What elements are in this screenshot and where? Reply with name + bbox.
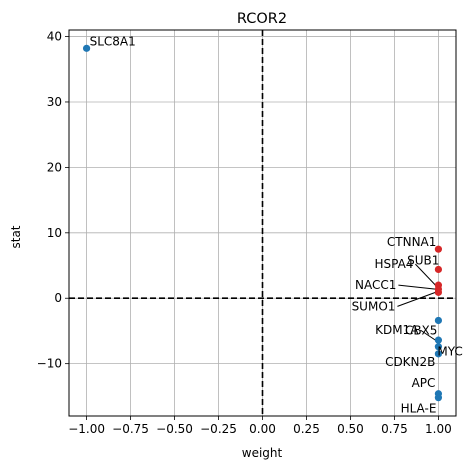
data-point-sumo1 [434, 288, 443, 296]
y-tick-label: 30 [47, 95, 62, 109]
leader-line-hspa4 [415, 263, 436, 286]
data-point-hla-e [434, 394, 443, 402]
data-point-cdkn2b [434, 350, 443, 358]
x-tick-label: 1.00 [425, 422, 452, 436]
point-label-kdm1a: KDM1A [375, 323, 419, 337]
x-tick-label: −1.00 [68, 422, 105, 436]
data-point-myc [434, 343, 443, 351]
y-axis-title: stat [9, 225, 23, 248]
data-points [82, 44, 443, 402]
x-axis-title: weight [242, 446, 283, 460]
x-tick-label: −0.50 [156, 422, 193, 436]
point-label-myc: MYC [437, 345, 462, 359]
y-tick-label: −10 [37, 357, 62, 371]
point-label-sumo1: SUMO1 [352, 299, 396, 313]
point-label-ctnna1: CTNNA1 [387, 235, 437, 249]
data-point-ctnna1 [434, 245, 443, 253]
chart-title: RCOR2 [237, 11, 287, 27]
point-label-hla-e: HLA-E [401, 402, 437, 416]
x-tick-label: 0.75 [381, 422, 408, 436]
y-tick-label: 0 [54, 291, 62, 305]
reference-lines [69, 30, 456, 416]
point-label-nacc1: NACC1 [355, 278, 396, 292]
point-label-sub1: SUB1 [407, 253, 439, 267]
y-tick-label: 20 [47, 160, 62, 174]
point-label-hspa4: HSPA4 [374, 257, 413, 271]
x-tick-label: 0.50 [337, 422, 364, 436]
leader-line-nacc1 [398, 284, 436, 290]
x-tick-label: −0.25 [200, 422, 237, 436]
point-label-apc: APC [412, 376, 436, 390]
y-tick-label: 10 [47, 226, 62, 240]
y-tick-label: 40 [47, 30, 62, 44]
leader-line-sumo1 [397, 291, 436, 307]
label-leader-lines [397, 263, 436, 341]
leader-line-kdm1a [420, 329, 436, 341]
data-point-sub1 [434, 265, 443, 274]
point-label-slc8a1: SLC8A1 [90, 34, 136, 48]
x-tick-label: 0.25 [293, 422, 320, 436]
data-point-slc8a1 [82, 44, 91, 52]
point-label-cbx5: CBX5 [405, 323, 437, 337]
x-tick-label: −0.75 [112, 422, 149, 436]
point-label-cdkn2b: CDKN2B [385, 355, 435, 369]
data-point-cbx5 [434, 316, 443, 325]
axis-ticks: −1.00 −0.75 −0.50 −0.25 0.00 0.25 0.50 0.75 1.00… [37, 30, 452, 436]
x-tick-label: 0.00 [249, 422, 276, 436]
data-point-kdm1a [434, 336, 443, 344]
